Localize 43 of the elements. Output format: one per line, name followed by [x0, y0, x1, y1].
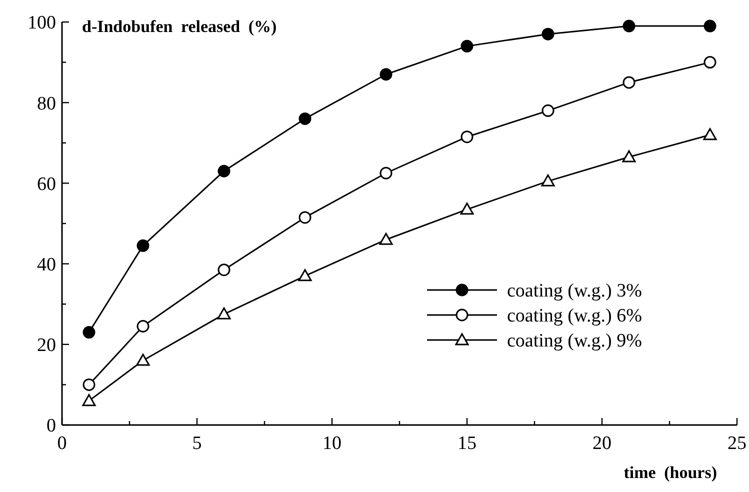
point: [217, 307, 231, 320]
point: [460, 40, 474, 52]
point: [218, 264, 230, 276]
point: [298, 269, 312, 282]
x-tick-label: 5: [192, 433, 202, 454]
y-tick-label: 20: [37, 335, 56, 356]
x-tick-label: 25: [728, 433, 746, 454]
point: [82, 378, 96, 391]
y-tick-label: 80: [37, 93, 56, 114]
point: [704, 56, 716, 69]
point: [298, 112, 312, 125]
y-tick-label: 60: [37, 174, 56, 195]
point: [704, 20, 716, 32]
x-tick-label: 15: [458, 433, 476, 454]
point: [379, 232, 393, 245]
point: [622, 150, 636, 162]
y-tick-label: 100: [28, 12, 56, 34]
point: [218, 164, 230, 178]
legend-label: coating (w.g.) 3%: [507, 280, 642, 302]
chart-title: d-Indobufen released (%): [82, 17, 277, 36]
point: [541, 174, 555, 186]
point: [82, 326, 96, 339]
point: [703, 128, 717, 140]
point: [460, 202, 474, 215]
point: [136, 320, 150, 333]
y-tick-label: 40: [37, 254, 56, 276]
point: [622, 76, 636, 89]
x-tick-label: 20: [592, 433, 612, 454]
legend-label: coating (w.g.) 9%: [507, 330, 642, 352]
point: [542, 104, 554, 117]
point: [298, 211, 312, 224]
point: [380, 68, 392, 81]
point: [136, 239, 150, 252]
point: [380, 166, 392, 180]
point: [542, 28, 554, 40]
x-axis-title: time (hours): [624, 463, 717, 482]
point: [82, 394, 96, 406]
x-tick-label: 10: [322, 433, 342, 454]
point: [622, 20, 636, 32]
point: [460, 130, 474, 144]
legend-label: coating (w.g.) 6%: [507, 306, 642, 327]
y-tick-label: 0: [46, 416, 56, 437]
point: [136, 354, 150, 366]
